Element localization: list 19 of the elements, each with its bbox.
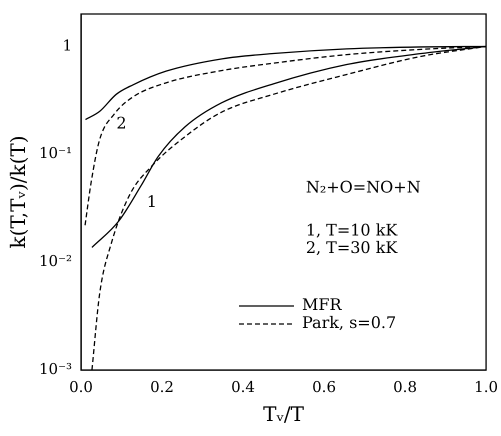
x-tick-label: 0.8 <box>393 378 417 396</box>
x-tick-label: 0.6 <box>312 378 336 396</box>
y-tick-label: 1 <box>62 36 72 54</box>
legend-label: Park, s=0.7 <box>302 313 396 332</box>
y-tick-label: 10⁻² <box>38 252 72 270</box>
x-tick-label: 0.0 <box>69 378 93 396</box>
annotation: 2 <box>116 114 127 133</box>
x-tick-label: 1.0 <box>474 378 498 396</box>
annotation: 1 <box>146 192 157 211</box>
annotation: 1, T=10 kK <box>306 220 398 240</box>
x-axis-title: Tᵥ/T <box>263 402 305 426</box>
y-tick-label: 10⁻³ <box>38 360 72 378</box>
y-tick-label: 10⁻¹ <box>38 144 72 162</box>
annotation: N₂+O=NO+N <box>306 178 421 197</box>
legend-label: MFR <box>302 295 342 314</box>
annotation: 2, T=30 kK <box>306 238 398 258</box>
x-tick-label: 0.4 <box>231 378 255 396</box>
x-tick-label: 0.2 <box>150 378 174 396</box>
y-axis-title: k(T,Tᵥ)/k(T) <box>6 135 30 249</box>
